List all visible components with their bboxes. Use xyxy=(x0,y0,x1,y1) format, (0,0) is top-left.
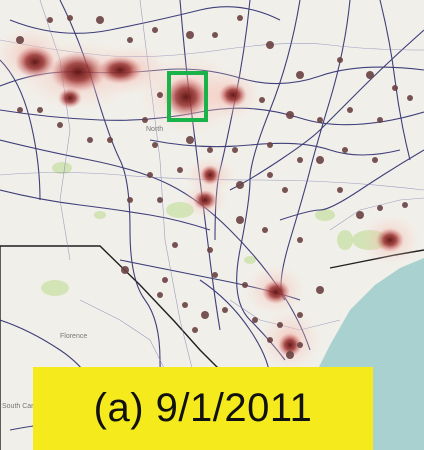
map-label-north: North xyxy=(146,126,163,133)
caption-box: (a) 9/1/2011 xyxy=(33,367,373,450)
map-label-south-car: South Car. xyxy=(2,403,35,410)
highlight-box xyxy=(167,71,208,122)
map-label-florence: Florence xyxy=(60,333,87,340)
location-clusters xyxy=(16,15,413,359)
hotspots xyxy=(15,46,404,357)
caption-text: (a) 9/1/2011 xyxy=(93,386,313,430)
